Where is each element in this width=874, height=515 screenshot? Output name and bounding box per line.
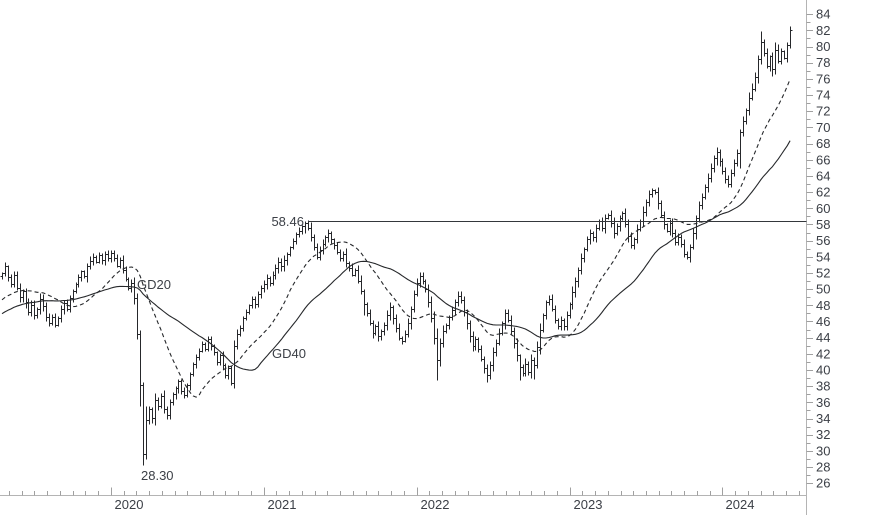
y-tick-label: 62 — [816, 185, 830, 200]
x-axis: 2020 2021 2022 2023 2024 — [0, 487, 807, 512]
gd40-label: GD40 — [272, 346, 306, 361]
y-tick-label: 54 — [816, 249, 830, 264]
x-year-label: 2021 — [268, 497, 297, 512]
y-tick-label: 30 — [816, 443, 830, 458]
y-tick-label: 74 — [816, 88, 830, 103]
y-tick-label: 80 — [816, 39, 830, 54]
y-tick-label: 44 — [816, 330, 830, 345]
y-tick-label: 48 — [816, 298, 830, 313]
y-tick-label: 40 — [816, 362, 830, 377]
y-tick-label: 52 — [816, 265, 830, 280]
y-tick-label: 84 — [816, 7, 830, 22]
y-tick-label: 64 — [816, 168, 830, 183]
gd20-line — [1, 78, 791, 398]
y-tick-label: 82 — [816, 23, 830, 38]
gd20-label: GD20 — [137, 277, 171, 292]
y-tick-label: 50 — [816, 282, 830, 297]
price-bars — [0, 26, 793, 466]
y-tick-label: 42 — [816, 346, 830, 361]
x-year-label: 2020 — [115, 497, 144, 512]
y-tick-label: 32 — [816, 427, 830, 442]
y-tick-label: 70 — [816, 120, 830, 135]
x-year-label: 2023 — [574, 497, 603, 512]
y-tick-label: 46 — [816, 314, 830, 329]
y-tick-label: 78 — [816, 55, 830, 70]
y-tick-label: 38 — [816, 379, 830, 394]
y-tick-label: 56 — [816, 233, 830, 248]
resistance-value-label: 58.46 — [271, 214, 304, 229]
low-value-label: 28.30 — [141, 468, 174, 483]
y-tick-label: 60 — [816, 201, 830, 216]
gd40-line — [1, 140, 791, 371]
x-year-label: 2024 — [726, 497, 755, 512]
y-tick-label: 66 — [816, 152, 830, 167]
y-tick-label: 76 — [816, 71, 830, 86]
y-tick-label: 72 — [816, 104, 830, 119]
y-tick-label: 26 — [816, 476, 830, 491]
y-tick-label: 28 — [816, 460, 830, 475]
y-tick-label: 58 — [816, 217, 830, 232]
y-tick-label: 68 — [816, 136, 830, 151]
x-year-label: 2022 — [421, 497, 450, 512]
y-tick-label: 34 — [816, 411, 830, 426]
y-tick-label: 36 — [816, 395, 830, 410]
